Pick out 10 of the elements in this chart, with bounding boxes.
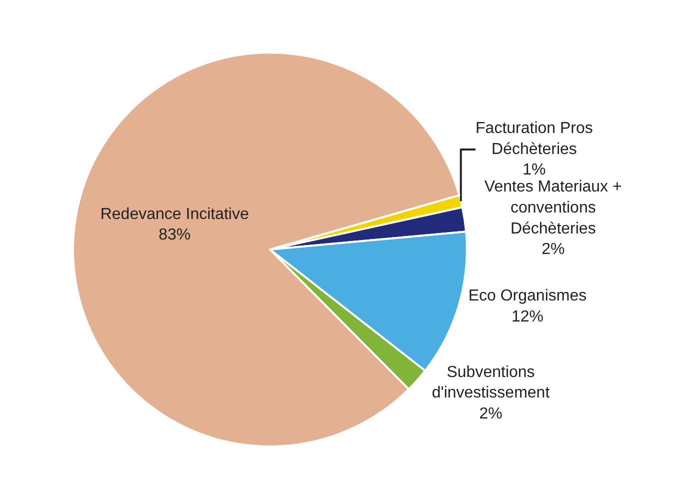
slice-label: Facturation Pros Déchèteries bbox=[476, 120, 593, 158]
slice-label: Subventions d'investissement bbox=[432, 364, 550, 402]
data-label: 2% bbox=[479, 405, 502, 422]
data-label: 83% bbox=[158, 226, 191, 244]
slice-label: Eco Organismes bbox=[468, 288, 587, 305]
data-label: 12% bbox=[511, 308, 544, 326]
slice-label: Ventes Materiaux + conventions Déchèteries bbox=[484, 178, 622, 238]
slice-label: Redevance Incitative bbox=[100, 206, 249, 223]
data-label: 1% bbox=[522, 162, 546, 179]
data-label: 2% bbox=[542, 241, 565, 258]
